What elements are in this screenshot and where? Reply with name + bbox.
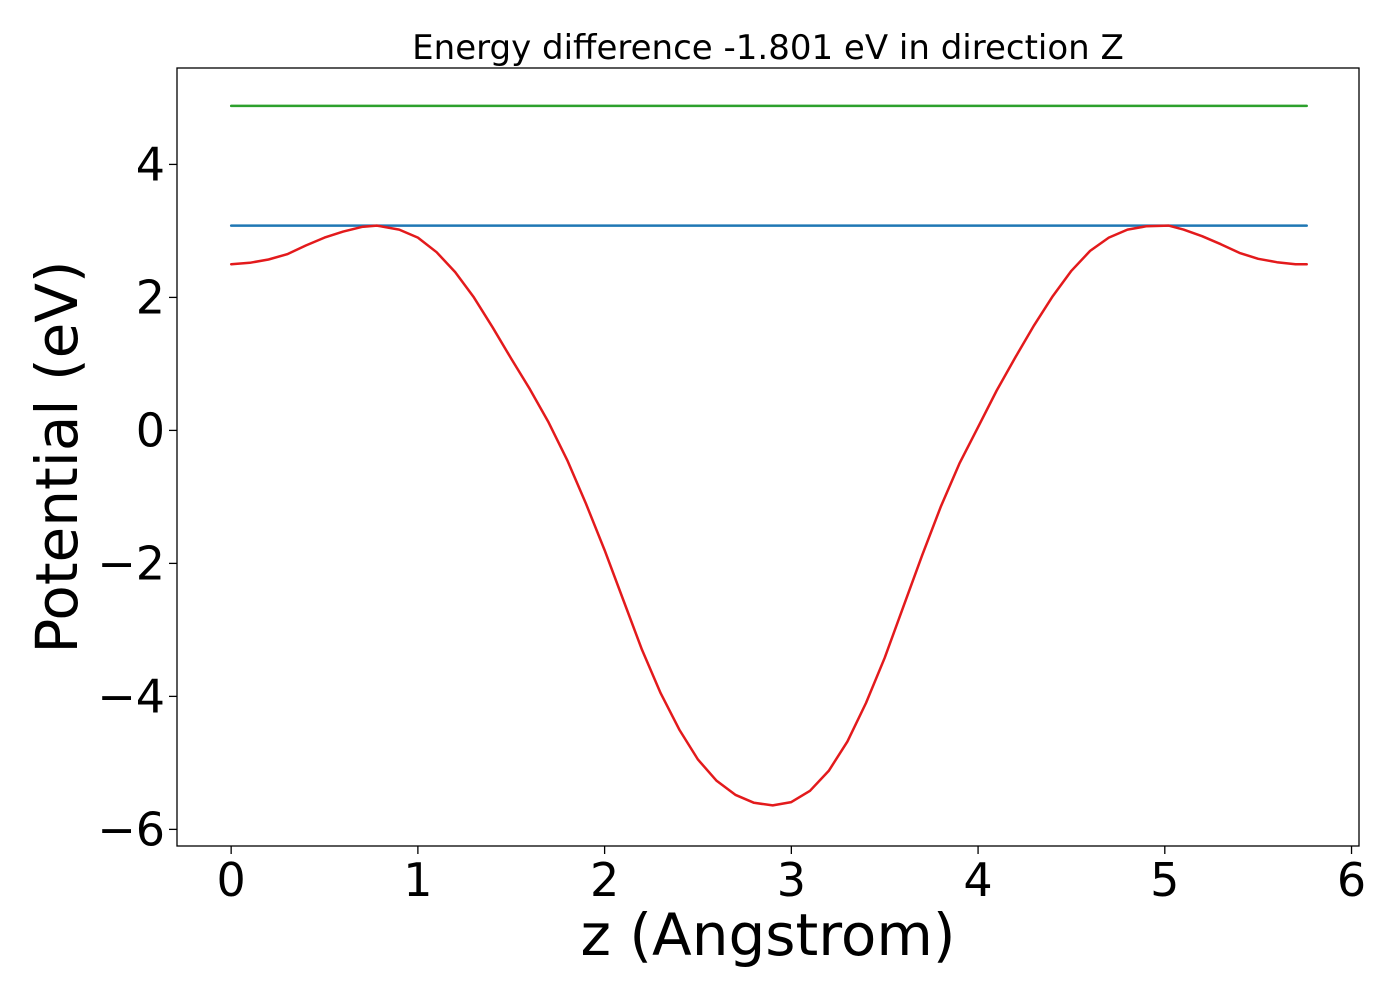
x-tick-label: 0 — [217, 853, 246, 907]
x-tick-label: 5 — [1150, 853, 1179, 907]
x-tick-label: 3 — [777, 853, 806, 907]
series-line-potential — [229, 224, 1308, 807]
chart-title: Energy difference -1.801 eV in direction… — [412, 28, 1124, 68]
y-tick-label: −6 — [97, 802, 165, 856]
y-axis-label: Potential (eV) — [23, 260, 91, 653]
y-tick-label: 4 — [136, 137, 165, 191]
y-tick-label: 0 — [136, 403, 165, 457]
y-tick-label: 2 — [136, 270, 165, 324]
x-axis: 0 1 2 3 4 5 6 — [217, 846, 1366, 907]
x-tick-label: 6 — [1337, 853, 1366, 907]
y-axis: −6 −4 −2 0 2 4 — [97, 137, 177, 856]
plot-lines — [229, 104, 1308, 807]
x-tick-label: 4 — [963, 853, 992, 907]
y-tick-label: −2 — [97, 536, 165, 590]
y-tick-label: −4 — [97, 669, 165, 723]
plot-frame — [176, 67, 1360, 847]
x-axis-label: z (Angstrom) — [581, 901, 956, 969]
x-tick-label: 1 — [403, 853, 432, 907]
x-tick-label: 2 — [590, 853, 619, 907]
